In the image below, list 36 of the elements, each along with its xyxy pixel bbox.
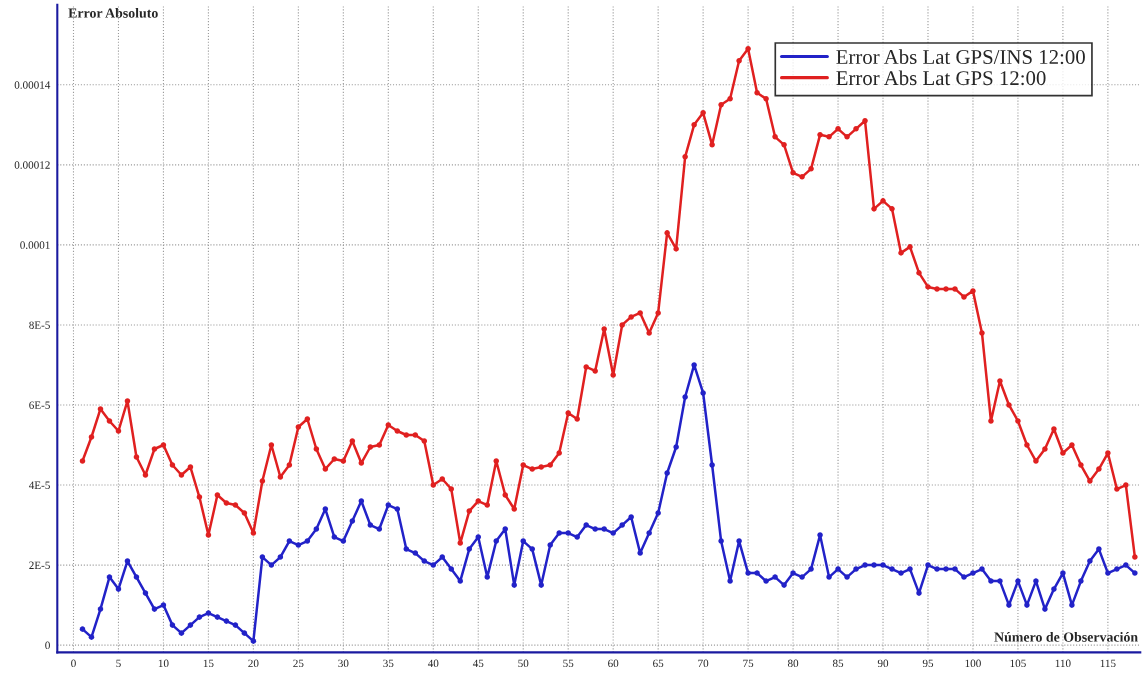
y-tick-label: 4E-5 <box>28 481 50 489</box>
x-tick-label: 75 <box>743 659 754 668</box>
x-tick-label: 65 <box>653 659 664 668</box>
legend-label: Error Abs Lat GPS 12:00 <box>836 70 1046 86</box>
y-tick-label: 0.0001 <box>20 241 50 249</box>
y-tick-label: 0 <box>45 641 50 650</box>
x-tick-label: 55 <box>563 659 574 668</box>
x-tick-label: 70 <box>698 659 709 668</box>
x-tick-label: 115 <box>1100 659 1116 668</box>
y-axis-title: Error Absoluto <box>68 7 158 18</box>
y-tick-label: 2E-5 <box>29 561 50 570</box>
x-tick-label: 50 <box>518 659 529 668</box>
x-tick-label: 25 <box>293 659 304 668</box>
x-tick-label: 20 <box>248 659 259 668</box>
x-tick-label: 45 <box>472 659 484 668</box>
x-tick-label: 85 <box>832 659 844 668</box>
y-tick-label: 0.00014 <box>14 81 51 89</box>
y-tick-label: 0.00012 <box>14 161 50 169</box>
x-tick-label: 60 <box>608 659 619 668</box>
x-tick-label: 95 <box>922 659 934 668</box>
x-tick-label: 15 <box>203 659 214 668</box>
x-tick-label: 80 <box>787 659 799 668</box>
x-tick-label: 40 <box>427 659 439 668</box>
x-tick-label: 105 <box>1010 659 1026 668</box>
x-tick-label: 10 <box>158 659 169 668</box>
legend-label: Error Abs Lat GPS/INS 12:00 <box>836 49 1085 65</box>
y-tick-label: 6E-5 <box>29 401 50 409</box>
x-tick-label: 30 <box>338 659 349 668</box>
x-tick-label: 110 <box>1055 659 1071 668</box>
x-tick-label: 100 <box>965 659 981 668</box>
x-tick-label: 5 <box>116 659 121 668</box>
x-tick-label: 35 <box>383 659 394 668</box>
x-axis-title: Número de Observación <box>994 631 1138 642</box>
y-tick-label: 8E-5 <box>29 321 50 329</box>
x-tick-label: 90 <box>877 659 889 668</box>
x-tick-label: 0 <box>71 659 76 668</box>
